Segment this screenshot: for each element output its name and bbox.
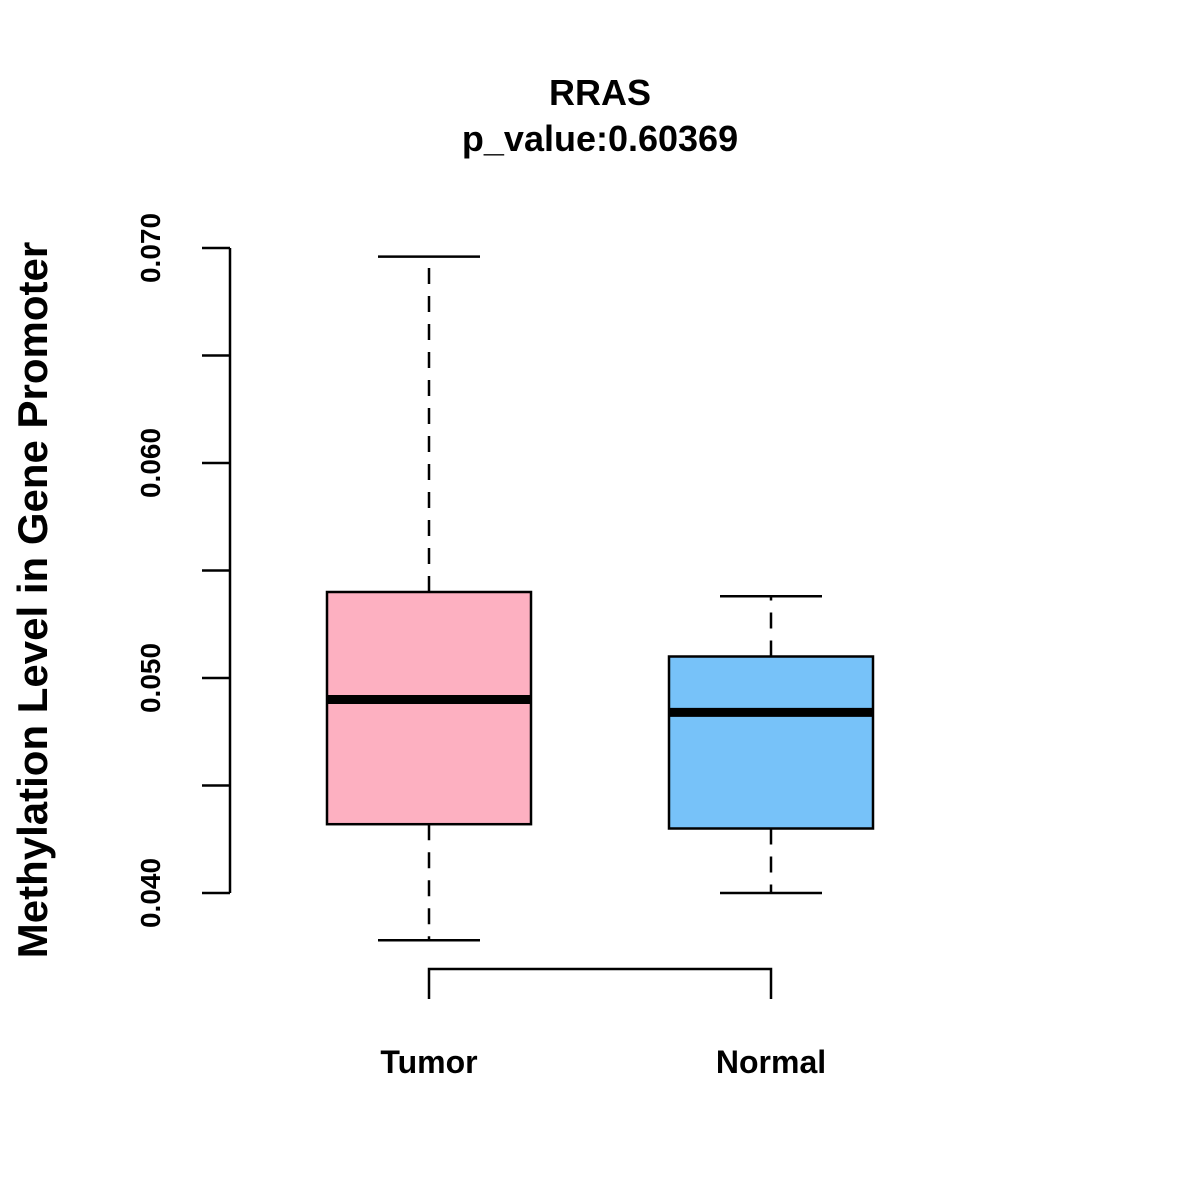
box-iqr xyxy=(667,655,875,830)
x-axis-labels: Tumor Normal xyxy=(380,1044,826,1080)
chart-subtitle: p_value:0.60369 xyxy=(462,118,738,159)
box-iqr xyxy=(325,590,533,826)
y-tick-label: 0.050 xyxy=(135,643,166,713)
box-tumor xyxy=(325,255,533,942)
box-normal xyxy=(667,595,875,895)
y-axis: 0.040 0.050 0.060 0.070 xyxy=(135,213,232,928)
boxes-group xyxy=(325,255,875,942)
y-tick-label: 0.060 xyxy=(135,428,166,498)
x-label-tumor: Tumor xyxy=(380,1044,477,1080)
bracket-line xyxy=(427,967,773,999)
x-label-normal: Normal xyxy=(716,1044,826,1080)
y-tick-label: 0.040 xyxy=(135,858,166,928)
y-tick-label: 0.070 xyxy=(135,213,166,283)
chart-title: RRAS xyxy=(549,72,651,113)
y-axis-label: Methylation Level in Gene Promoter xyxy=(9,242,56,958)
comparison-bracket xyxy=(427,967,773,999)
